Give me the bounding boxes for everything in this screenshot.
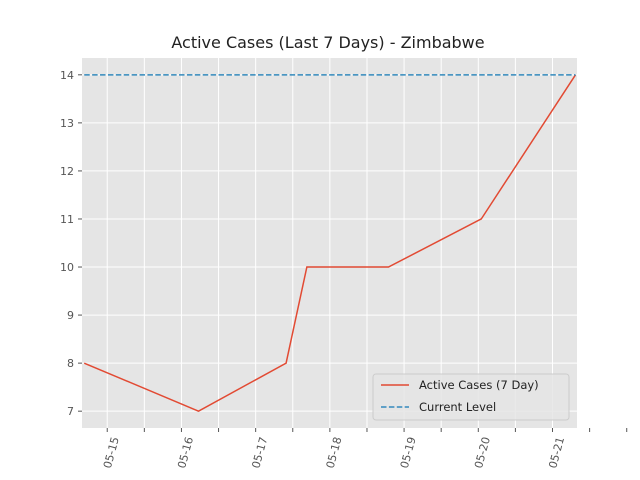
y-tick-label: 11 [60,213,74,226]
x-tick-label: 05-15 [101,435,122,469]
legend-box [372,373,570,421]
y-tick-label: 13 [60,117,74,130]
legend: Active Cases (7 Day) Current Level [372,373,570,421]
grid-lines [82,58,628,428]
x-tick-label: 05-20 [472,435,493,469]
y-tick-label: 14 [60,69,74,82]
y-tick-label: 10 [60,261,74,274]
series-layer [83,74,577,413]
y-tick-label: 8 [67,357,74,370]
active-cases-line [83,74,577,413]
legend-label-active-cases: Active Cases (7 Day) [419,378,539,392]
y-tick-label: 7 [67,405,74,418]
x-tick-label: 05-19 [398,435,419,469]
chart-title: Active Cases (Last 7 Days) - Zimbabwe [171,33,484,52]
y-tick-label: 12 [60,165,74,178]
legend-label-current-level: Current Level [419,400,496,414]
x-tick-label: 05-16 [175,435,196,469]
x-tick-label: 05-21 [546,435,567,469]
x-tick-label: 05-18 [324,435,345,469]
y-tick-label: 9 [67,309,74,322]
x-tick-label: 05-17 [249,435,270,469]
